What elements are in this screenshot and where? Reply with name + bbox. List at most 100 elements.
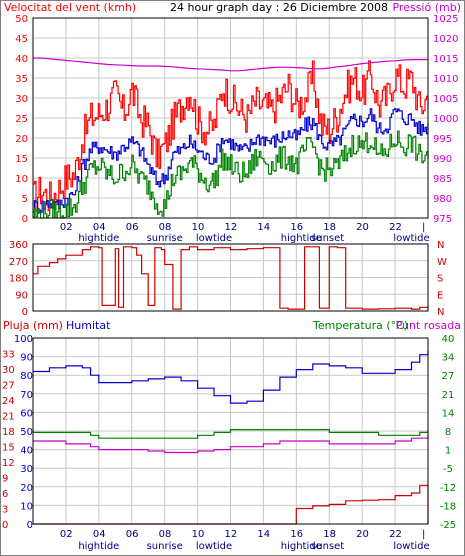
- temperature-y-tick-label: 34: [442, 353, 455, 364]
- pressure-y-tick-label: 1025: [433, 14, 458, 25]
- wind-x-tick-label: 02: [60, 222, 73, 233]
- humidity-x-tick-label: 06: [126, 529, 139, 540]
- humidity-x-tick-label: 08: [159, 529, 172, 540]
- tide-label: hightide: [78, 233, 119, 244]
- humidity-y-tick-label: 80: [20, 371, 33, 382]
- series-avg-line: [33, 108, 429, 214]
- wind-y-tick-label: 15: [15, 154, 28, 165]
- pressure-axis-title: Pressió (mb): [392, 1, 461, 14]
- pressure-y-tick-label: 1000: [433, 114, 458, 125]
- compass-label: N: [437, 307, 444, 318]
- series-min-line: [33, 130, 429, 219]
- temperature-y-tick-label: 1: [445, 446, 451, 457]
- rain-y-tick-label: 0: [2, 520, 8, 531]
- wind-y-tick-label: 50: [15, 14, 28, 25]
- rain-axis-title: Pluja (mm): [3, 319, 63, 332]
- wind-x-tick-label: 10: [192, 222, 205, 233]
- tide-label: lowtide: [196, 233, 232, 244]
- series-pressure-line: [33, 57, 428, 72]
- tide-label: hightide: [281, 233, 322, 244]
- wind-x-tick-label: 12: [225, 222, 238, 233]
- temperature-y-tick-label: -5: [443, 464, 453, 475]
- pressure-y-tick-label: 980: [433, 194, 452, 205]
- rain-y-tick-label: 3: [2, 505, 8, 516]
- tide-label: lowtide: [196, 541, 232, 552]
- wind-x-tick-label: 14: [257, 222, 270, 233]
- chart-title: 24 hour graph day : 26 Diciembre 2008: [170, 1, 388, 14]
- humidity-x-tick-label: 22: [389, 529, 402, 540]
- wind-y-tick-label: 25: [15, 114, 28, 125]
- humidity-y-tick-label: 90: [20, 353, 33, 364]
- humidity-y-tick-label: 50: [20, 427, 33, 438]
- direction-y-tick-label: 360: [9, 240, 28, 251]
- series-humidity-line: [33, 351, 429, 404]
- temperature-y-tick-label: 40: [442, 334, 455, 345]
- temperature-y-tick-label: -12: [440, 483, 456, 494]
- wind-y-tick-label: 30: [15, 94, 28, 105]
- rain-y-tick-label: 12: [2, 458, 15, 469]
- humidity-x-tick-label: 14: [257, 529, 270, 540]
- wind-axis-title: Velocitat del vent (kmh): [4, 1, 136, 14]
- compass-label: E: [437, 290, 443, 301]
- compass-label: N: [437, 240, 444, 251]
- tide-label: sunset: [311, 233, 344, 244]
- tide-label: lowtide: [393, 233, 429, 244]
- wind-x-tick-label: 06: [126, 222, 139, 233]
- direction-y-tick-label: 180: [9, 274, 28, 285]
- wind-y-tick-label: 10: [15, 174, 28, 185]
- humidity-y-tick-label: 10: [20, 501, 33, 512]
- humidity-plot-frame: [32, 337, 429, 525]
- temperature-y-tick-label: -18: [440, 501, 456, 512]
- temperature-y-tick-label: 27: [442, 371, 455, 382]
- compass-label: W: [437, 257, 447, 268]
- humidity-x-tick-label: 02: [60, 529, 73, 540]
- humidity-y-tick-label: 60: [20, 408, 33, 419]
- direction-y-tick-label: 0: [22, 307, 28, 318]
- rain-y-tick-label: 30: [2, 365, 15, 376]
- direction-plot-frame: [32, 243, 429, 312]
- rain-y-tick-label: 33: [2, 350, 15, 361]
- pressure-y-tick-label: 975: [433, 214, 452, 225]
- rain-y-tick-label: 6: [2, 489, 8, 500]
- wind-y-tick-label: 20: [15, 134, 28, 145]
- series-dewpoint-line: [33, 435, 429, 454]
- humidity-x-tick-label: 18: [323, 529, 336, 540]
- series-gust-line: [33, 60, 429, 212]
- rain-y-tick-label: 24: [2, 396, 15, 407]
- wind-y-tick-label: 45: [15, 34, 28, 45]
- series-direction-line: [33, 246, 429, 310]
- tide-label: sunset: [311, 541, 344, 552]
- wind-x-tick-label: 16: [290, 222, 303, 233]
- compass-label: S: [437, 274, 443, 285]
- temperature-y-tick-label: -25: [440, 520, 456, 531]
- wind-x-tick-label: 20: [356, 222, 369, 233]
- pressure-y-tick-label: 1015: [433, 54, 458, 65]
- tide-label: hightide: [78, 541, 119, 552]
- wind-x-tick-label: 18: [323, 222, 336, 233]
- rain-y-tick-label: 21: [2, 412, 15, 423]
- tide-label: sunrise: [147, 541, 183, 552]
- humidity-y-tick-label: 20: [20, 483, 33, 494]
- pressure-y-tick-label: 990: [433, 154, 452, 165]
- wind-plot-frame: [32, 17, 429, 219]
- temperature-y-tick-label: 14: [442, 408, 455, 419]
- rain-y-tick-label: 18: [2, 427, 15, 438]
- rain-y-tick-label: 9: [2, 474, 8, 485]
- humidity-x-tick-label: 16: [290, 529, 303, 540]
- humidity-x-tick-label: 10: [192, 529, 205, 540]
- wind-x-tick-label: 08: [159, 222, 172, 233]
- direction-y-tick-label: 270: [9, 257, 28, 268]
- pressure-y-tick-label: 995: [433, 134, 452, 145]
- humidity-x-tick-label: 04: [93, 529, 106, 540]
- direction-y-tick-label: 90: [15, 290, 28, 301]
- wind-x-tick-label: |: [422, 222, 425, 233]
- pressure-y-tick-label: 985: [433, 174, 452, 185]
- rain-y-tick-label: 27: [2, 381, 15, 392]
- humidity-y-tick-label: 40: [20, 446, 33, 457]
- tide-label: lowtide: [393, 541, 429, 552]
- wind-y-tick-label: 0: [22, 214, 28, 225]
- humidity-y-tick-label: 30: [20, 464, 33, 475]
- humidity-axis-title: Humitat: [66, 319, 111, 332]
